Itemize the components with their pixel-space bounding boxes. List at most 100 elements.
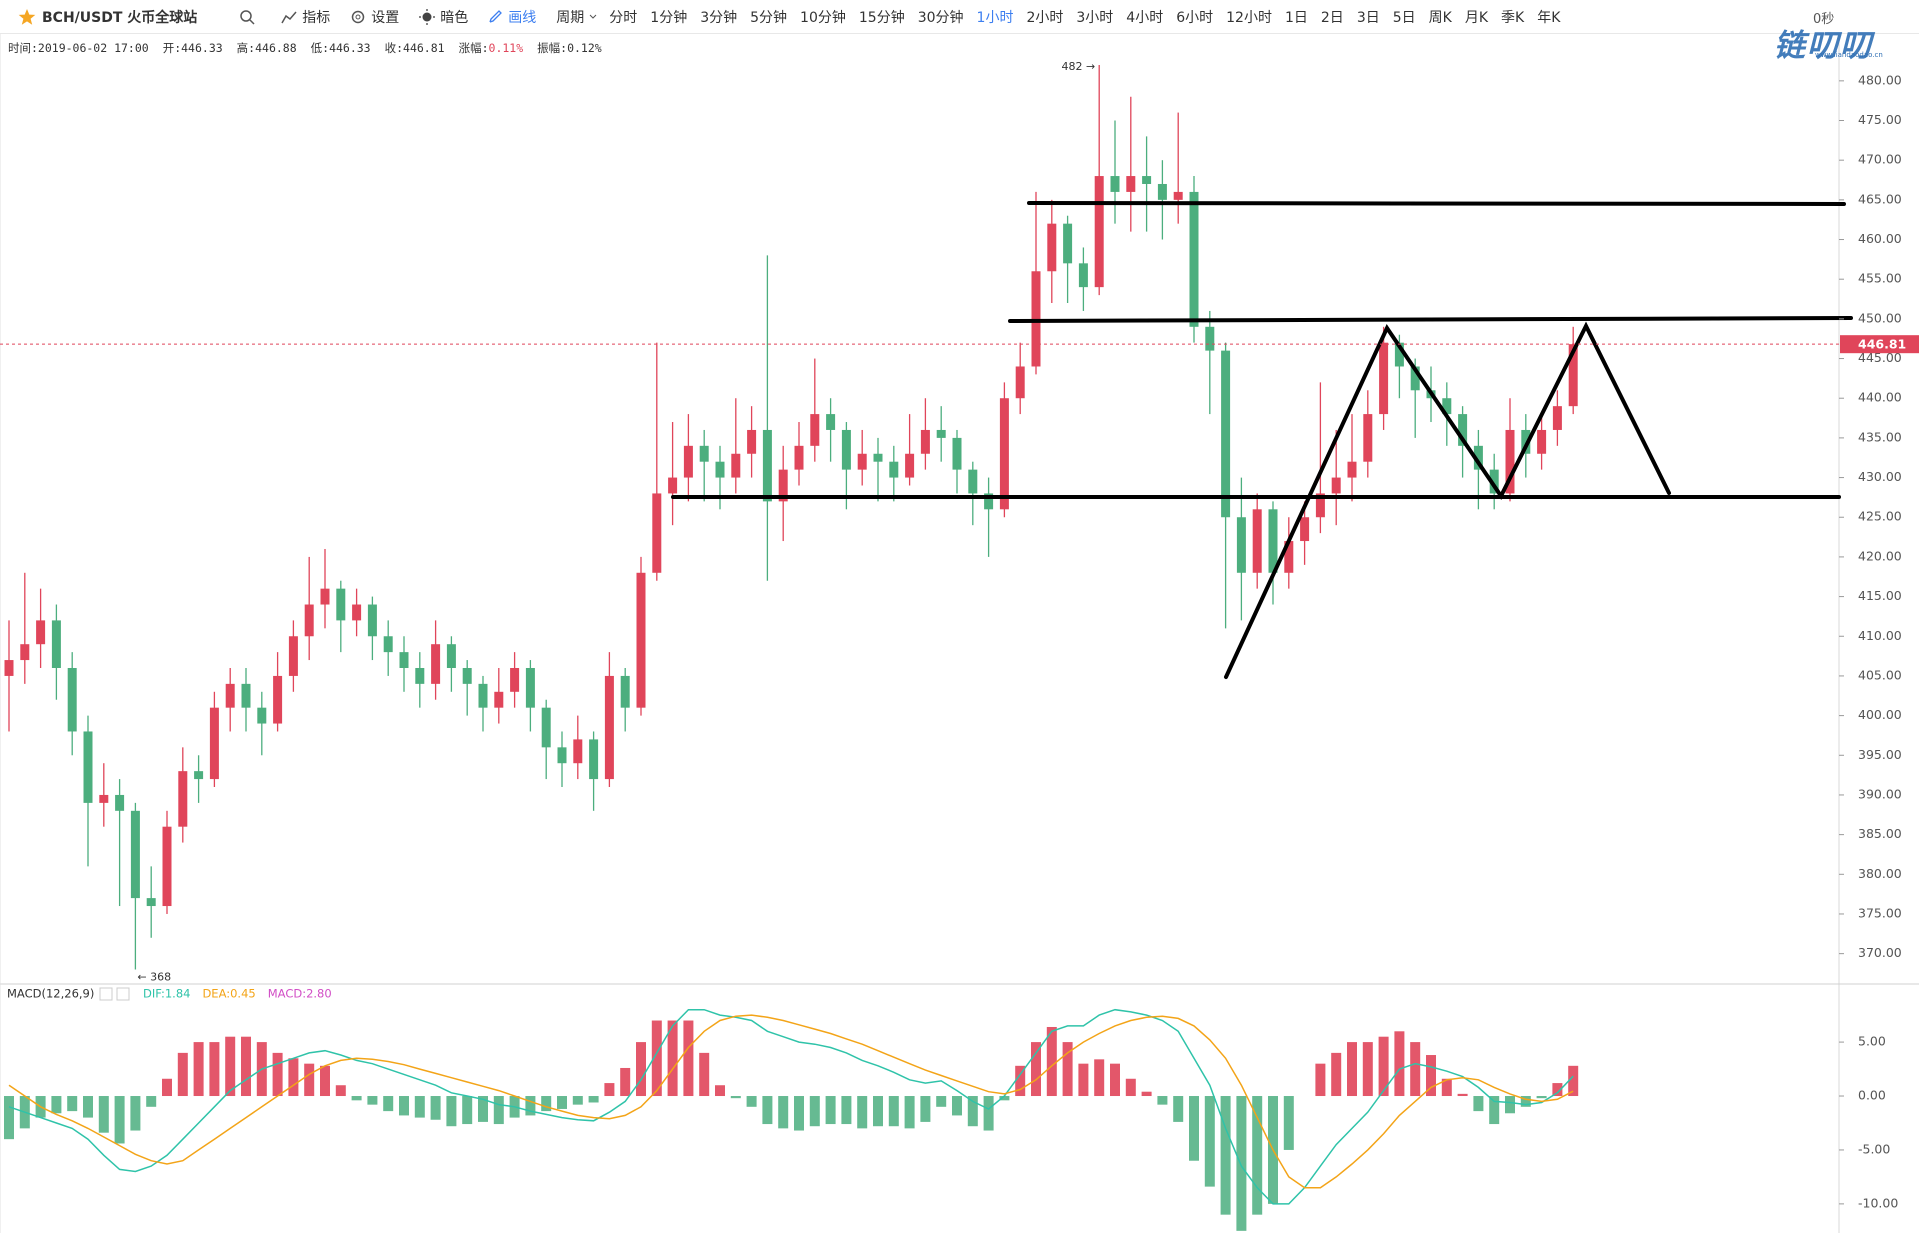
theme-button[interactable]: 暗色: [419, 7, 468, 27]
candle-body: [336, 588, 346, 621]
interval-button[interactable]: 月K: [1464, 9, 1489, 26]
macd-bar: [1378, 1036, 1389, 1097]
macd-bar: [1473, 1096, 1484, 1112]
macd-bar: [288, 1058, 299, 1097]
interval-button[interactable]: 分时: [609, 9, 638, 26]
y-tick-label: 460.00: [1858, 231, 1902, 246]
macd-bar: [525, 1096, 536, 1116]
interval-button[interactable]: 4小时: [1126, 9, 1164, 26]
interval-button[interactable]: 6小时: [1176, 9, 1214, 26]
macd-bar: [1173, 1096, 1184, 1122]
candle-body: [1221, 350, 1231, 518]
macd-bar: [177, 1052, 188, 1097]
interval-button[interactable]: 1分钟: [650, 9, 688, 26]
interval-button[interactable]: 1小时: [976, 9, 1014, 26]
candle-body: [889, 461, 899, 478]
candle-body: [1410, 366, 1420, 391]
candle-body: [636, 572, 646, 708]
interval-button[interactable]: 5日: [1392, 9, 1416, 26]
macd-bar: [1315, 1063, 1326, 1097]
macd-bar: [241, 1036, 251, 1097]
last-price-label: 446.81: [1858, 337, 1906, 352]
macd-bar: [430, 1096, 441, 1120]
logo-url: www.liandaodao.cn: [1815, 51, 1883, 59]
candle-body: [905, 453, 915, 478]
macd-bar: [383, 1096, 394, 1112]
macd-bar: [304, 1063, 315, 1097]
macd-bar: [1125, 1078, 1136, 1097]
macd-bar: [920, 1096, 931, 1122]
macd-bar: [841, 1096, 852, 1125]
interval-button[interactable]: 10分钟: [800, 9, 846, 26]
macd-bar: [1283, 1096, 1294, 1150]
indicator-button[interactable]: 指标: [281, 7, 330, 27]
search-icon[interactable]: [239, 9, 255, 25]
macd-bar: [1410, 1042, 1421, 1097]
candle-body: [304, 604, 314, 637]
y-tick-label: 420.00: [1858, 548, 1902, 563]
macd-bar: [1252, 1096, 1263, 1215]
y-tick-label: 400.00: [1858, 707, 1902, 722]
interval-button[interactable]: 年K: [1537, 9, 1561, 26]
candle-body: [257, 707, 267, 724]
symbol[interactable]: BCH/USDT 火币全球站: [42, 9, 198, 26]
label: 暗色: [440, 9, 469, 26]
candle-body: [683, 445, 693, 478]
label: 涨幅:: [458, 41, 489, 55]
draw-button[interactable]: 画线: [488, 7, 536, 27]
y-tick-label: 425.00: [1858, 509, 1902, 524]
interval-button[interactable]: 1日: [1284, 9, 1308, 26]
candle-body: [841, 429, 851, 470]
interval-button[interactable]: 季K: [1501, 9, 1525, 26]
macd-bar: [762, 1096, 773, 1125]
macd-bar: [1204, 1096, 1215, 1187]
candle-body: [162, 826, 172, 907]
y-tick-label: 415.00: [1858, 588, 1902, 603]
macd-bar: [1031, 1042, 1041, 1097]
candle-body: [1473, 445, 1483, 470]
interval-button[interactable]: 3分钟: [700, 9, 738, 26]
macd-bar: [715, 1085, 725, 1097]
macd-bar: [114, 1096, 125, 1144]
macd-bar: [999, 1096, 1010, 1101]
macd-bar: [320, 1065, 330, 1097]
candle-body: [731, 453, 741, 478]
macd-bar: [478, 1096, 488, 1122]
legend-entry: DEA:0.45: [202, 987, 255, 1001]
period-button[interactable]: 周期: [556, 7, 597, 27]
interval-button[interactable]: 周K: [1428, 9, 1452, 26]
macd-bar: [825, 1096, 836, 1125]
interval-button[interactable]: 2日: [1320, 9, 1344, 26]
candle-body: [20, 644, 30, 661]
favorite-star[interactable]: [18, 8, 36, 26]
macd-bar: [462, 1096, 473, 1125]
candle-body: [1189, 191, 1199, 327]
macd-bar: [1236, 1096, 1247, 1231]
candle-body: [4, 660, 14, 676]
y-tick-label: 440.00: [1858, 390, 1902, 405]
macd-bar: [1015, 1065, 1026, 1097]
interval-button[interactable]: 3日: [1356, 9, 1380, 26]
candle-body: [273, 675, 283, 724]
y-tick-label: 405.00: [1858, 667, 1902, 682]
interval-list: 分时 1分钟 3分钟 5分钟 10分钟 15分钟 30分钟 1小时 2小时 3小时 4小时 6小时 12…: [609, 7, 1560, 27]
y-tick-label: 445.00: [1858, 350, 1902, 365]
interval-button[interactable]: 30分钟: [917, 9, 964, 26]
macd-bar: [1157, 1096, 1168, 1105]
candle-body: [115, 794, 125, 811]
interval-button[interactable]: 12小时: [1226, 9, 1272, 26]
interval-button[interactable]: 2小时: [1026, 9, 1064, 26]
candle-body: [826, 414, 836, 430]
interval-button[interactable]: 15分钟: [858, 9, 905, 26]
candle-body: [1252, 509, 1262, 573]
candle-body: [130, 810, 140, 899]
macd-bar: [604, 1083, 615, 1097]
info-item: 开:446.33: [162, 41, 223, 55]
interval-button[interactable]: 5分钟: [750, 9, 788, 26]
info-item: 高:446.88: [236, 41, 297, 55]
settings-button[interactable]: 设置: [350, 7, 399, 27]
interval-button[interactable]: 3小时: [1076, 9, 1114, 26]
candle-body: [873, 453, 883, 462]
macd-bar: [904, 1096, 915, 1129]
